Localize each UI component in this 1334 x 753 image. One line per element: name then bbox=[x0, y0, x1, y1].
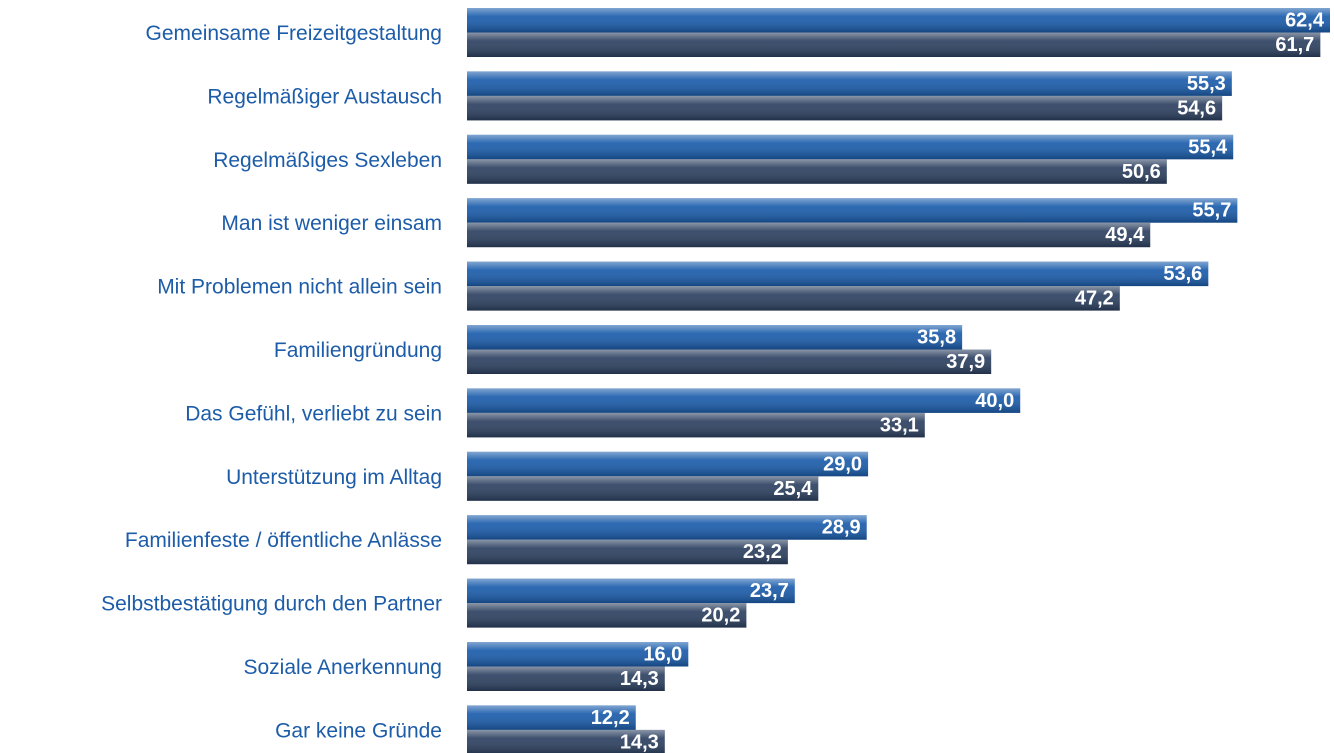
value-label: 55,4 bbox=[1188, 136, 1228, 158]
value-label: 12,2 bbox=[591, 707, 630, 729]
category-label: Selbstbestätigung durch den Partner bbox=[101, 593, 442, 616]
bar-gloss bbox=[467, 95, 1223, 121]
bar-gloss bbox=[467, 198, 1238, 223]
bar-gloss bbox=[467, 666, 665, 691]
category-label: Gar keine Gründe bbox=[275, 719, 442, 742]
bar-gloss bbox=[467, 515, 867, 540]
value-label: 16,0 bbox=[643, 644, 682, 666]
value-label: 40,0 bbox=[975, 390, 1014, 412]
value-label: 23,2 bbox=[743, 541, 782, 563]
value-label: 49,4 bbox=[1105, 224, 1145, 246]
value-label: 29,0 bbox=[823, 453, 862, 475]
bar-gloss bbox=[467, 349, 992, 374]
bar-gloss bbox=[467, 476, 819, 501]
bar-gloss bbox=[467, 134, 1234, 160]
value-label: 61,7 bbox=[1275, 34, 1314, 56]
bar-gloss bbox=[467, 261, 1209, 287]
value-label: 37,9 bbox=[946, 351, 985, 373]
value-label: 53,6 bbox=[1163, 263, 1202, 285]
value-label: 55,7 bbox=[1192, 200, 1231, 222]
value-label: 25,4 bbox=[773, 478, 813, 500]
bar-gloss bbox=[467, 603, 747, 628]
value-label: 54,6 bbox=[1177, 97, 1216, 119]
category-label: Man ist weniger einsam bbox=[221, 212, 442, 235]
bar-gloss bbox=[467, 222, 1151, 248]
value-label: 35,8 bbox=[917, 327, 956, 349]
value-label: 50,6 bbox=[1122, 161, 1161, 183]
category-label: Gemeinsame Freizeitgestaltung bbox=[146, 22, 442, 45]
bar-gloss bbox=[467, 412, 925, 438]
value-label: 33,1 bbox=[880, 414, 919, 436]
category-label: Das Gefühl, verliebt zu sein bbox=[185, 402, 442, 425]
category-label: Soziale Anerkennung bbox=[244, 656, 443, 679]
value-label: 55,3 bbox=[1187, 73, 1226, 95]
bar-gloss bbox=[467, 71, 1232, 96]
bar-gloss bbox=[467, 8, 1330, 33]
bar-gloss bbox=[467, 642, 689, 667]
category-label: Familiengründung bbox=[274, 339, 442, 362]
value-label: 28,9 bbox=[822, 517, 861, 539]
value-label: 20,2 bbox=[701, 605, 740, 627]
value-label: 47,2 bbox=[1075, 288, 1114, 310]
bar-gloss bbox=[467, 325, 963, 350]
category-label: Regelmäßiger Austausch bbox=[207, 85, 442, 108]
bar-gloss bbox=[467, 539, 788, 565]
bar-gloss bbox=[467, 159, 1167, 184]
value-label: 14,3 bbox=[620, 668, 659, 690]
bar-gloss bbox=[467, 451, 869, 477]
value-label: 62,4 bbox=[1285, 10, 1325, 32]
category-label: Regelmäßiges Sexleben bbox=[213, 149, 442, 172]
value-label: 23,7 bbox=[750, 580, 789, 602]
bar-gloss bbox=[467, 32, 1321, 57]
category-label: Unterstützung im Alltag bbox=[226, 466, 442, 489]
bar-gloss bbox=[467, 705, 636, 730]
category-label: Familienfeste / öffentliche Anlässe bbox=[125, 529, 442, 552]
value-label: 14,3 bbox=[620, 731, 659, 753]
bar-gloss bbox=[467, 578, 795, 604]
bar-gloss bbox=[467, 286, 1120, 311]
bar-gloss bbox=[467, 729, 665, 753]
bar-gloss bbox=[467, 388, 1021, 413]
category-label: Mit Problemen nicht allein sein bbox=[157, 276, 442, 299]
